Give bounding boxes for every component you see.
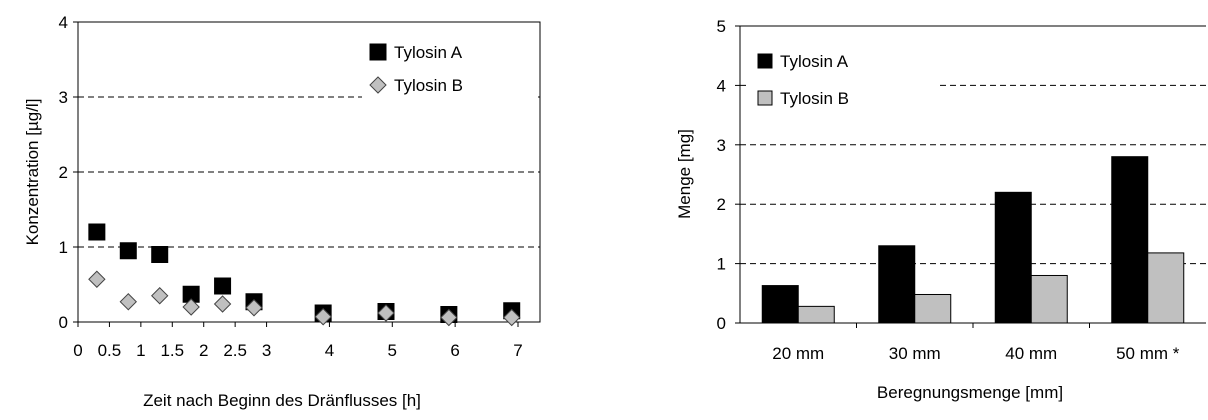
right-y-tick-label: 5	[717, 17, 726, 36]
left-x-axis-label: Zeit nach Beginn des Dränflusses [h]	[143, 391, 421, 410]
left-x-ticks: 0 0.5 1 1.5 2 2.5 3 4 5 6 7	[73, 322, 523, 360]
left-y-ticks: 0 1 2 3 4	[59, 13, 78, 332]
right-x-ticks: 20 mm 30 mm 40 mm 50 mm *	[772, 323, 1180, 363]
right-y-tick-label: 3	[717, 136, 726, 155]
tylosin-a-bar	[761, 285, 799, 324]
right-x-tick-label: 50 mm *	[1116, 344, 1180, 363]
right-y-tick-label: 2	[717, 195, 726, 214]
left-x-tick-label: 4	[325, 341, 334, 360]
left-y-tick-label: 1	[59, 238, 68, 257]
tylosin-b-bar	[1030, 274, 1068, 324]
tylosin-b-point	[88, 270, 106, 288]
tylosin-a-bar	[994, 191, 1032, 324]
tylosin-a-point	[214, 277, 232, 295]
left-x-tick-label: 6	[450, 341, 459, 360]
left-legend-label-tylosin-a: Tylosin A	[394, 43, 463, 62]
tylosin-b-point	[314, 308, 332, 326]
right-y-tick-label: 4	[717, 76, 726, 95]
right-y-axis-label: Menge [mg]	[675, 129, 694, 219]
left-x-tick-label: 3	[262, 341, 271, 360]
right-legend-label-tylosin-b: Tylosin B	[780, 89, 849, 108]
tylosin-b-bar	[1147, 252, 1185, 324]
left-legend-label-tylosin-b: Tylosin B	[394, 76, 463, 95]
left-data-points	[88, 223, 521, 327]
right-legend-label-tylosin-a: Tylosin A	[780, 52, 849, 71]
tylosin-b-bar	[797, 305, 835, 324]
left-y-axis-label: Konzentration [µg/l]	[23, 99, 42, 246]
left-x-tick-label: 5	[388, 341, 397, 360]
tylosin-b-point	[213, 295, 232, 313]
tylosin-b-point	[119, 293, 137, 311]
legend-swatch-tylosin-a	[757, 53, 773, 69]
tylosin-b-point	[151, 287, 169, 305]
left-gridlines	[78, 96, 540, 248]
right-x-tick-label: 20 mm	[772, 344, 824, 363]
tylosin-a-point	[151, 246, 169, 263]
right-y-tick-label: 0	[717, 314, 726, 333]
left-y-tick-label: 3	[59, 88, 68, 107]
right-y-tick-label: 1	[717, 255, 726, 274]
left-y-tick-label: 2	[59, 163, 68, 182]
tylosin-a-point	[119, 242, 137, 260]
left-legend: Tylosin A Tylosin B	[362, 38, 534, 110]
right-legend: Tylosin A Tylosin B	[748, 42, 938, 118]
left-x-tick-label: 7	[513, 341, 522, 360]
right-x-tick-label: 40 mm	[1005, 344, 1057, 363]
left-y-tick-label: 0	[59, 313, 68, 332]
tylosin-b-bar	[914, 293, 952, 324]
tylosin-b-point	[377, 304, 395, 322]
legend-swatch-tylosin-b	[757, 90, 773, 106]
left-x-tick-label: 1.5	[160, 341, 184, 360]
right-y-ticks: 0 1 2 3 4 5	[717, 17, 740, 333]
tylosin-a-point	[88, 223, 106, 241]
right-legend-box	[748, 42, 938, 118]
tylosin-b-point	[503, 308, 521, 327]
left-x-tick-label: 2	[199, 341, 208, 360]
scatter-chart: 0 1 2 3 4 0 0.5 1 1.5 2 2.5 3 4 5 6 7 Tylosin A Tylosi…	[23, 13, 541, 410]
left-x-tick-label: 2.5	[223, 341, 247, 360]
left-x-tick-label: 0.5	[98, 341, 122, 360]
legend-marker-tylosin-a	[369, 43, 387, 61]
tylosin-a-bar	[1111, 156, 1149, 324]
right-bars	[761, 156, 1185, 324]
left-y-tick-label: 4	[59, 13, 68, 32]
tylosin-b-point	[182, 298, 200, 316]
right-x-tick-label: 30 mm	[889, 344, 941, 363]
legend-marker-tylosin-b	[369, 76, 387, 94]
tylosin-b-point	[245, 299, 263, 317]
bar-chart: 0 1 2 3 4 5 20 mm 30 mm 40 mm 50 mm * Tylosin A …	[675, 17, 1206, 402]
right-x-axis-label: Beregnungsmenge [mm]	[877, 383, 1063, 402]
left-x-tick-label: 0	[73, 341, 82, 360]
tylosin-b-point	[440, 308, 458, 327]
right-gridlines	[740, 25, 1206, 265]
left-x-tick-label: 1	[136, 341, 145, 360]
tylosin-a-bar	[878, 245, 916, 324]
left-legend-box	[362, 38, 534, 110]
